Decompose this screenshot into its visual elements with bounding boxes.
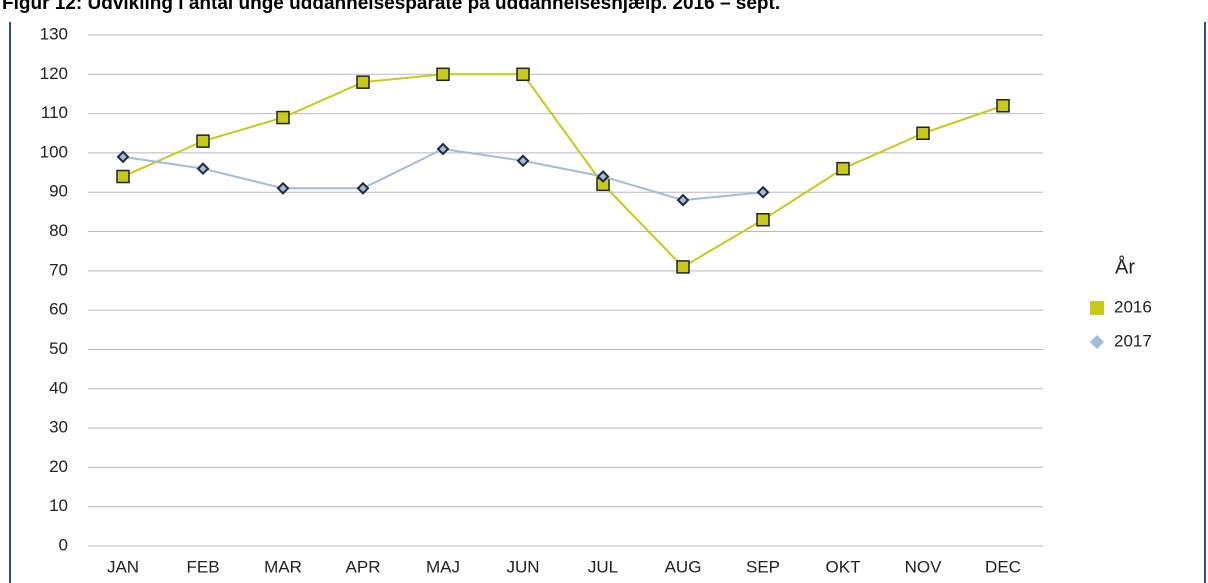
x-tick-label: JUL	[588, 557, 618, 576]
marker	[516, 67, 530, 82]
x-tick-label: JAN	[107, 557, 139, 576]
marker	[676, 193, 690, 207]
marker	[756, 212, 770, 227]
marker	[116, 150, 130, 164]
marker	[356, 181, 370, 195]
marker	[516, 154, 530, 168]
y-tick-label: 60	[49, 300, 68, 319]
series-line	[122, 73, 1004, 269]
x-tick-label: SEP	[746, 557, 780, 576]
x-tick-label: MAJ	[426, 557, 460, 576]
marker	[756, 185, 770, 199]
marker	[196, 134, 210, 148]
y-tick-label: 20	[49, 457, 68, 476]
marker	[276, 181, 290, 195]
y-tick-label: 90	[49, 182, 68, 201]
legend-swatch	[1090, 301, 1104, 315]
x-tick-label: NOV	[905, 557, 943, 576]
y-tick-label: 70	[49, 260, 68, 279]
marker	[116, 169, 130, 184]
x-tick-label: AUG	[665, 557, 702, 576]
y-tick-label: 10	[49, 496, 68, 515]
y-tick-label: 30	[49, 418, 68, 437]
legend-label: 2016	[1114, 297, 1152, 316]
y-tick-label: 0	[59, 535, 68, 554]
x-tick-label: JUN	[506, 557, 539, 576]
marker	[676, 260, 690, 274]
y-tick-label: 110	[41, 103, 68, 122]
y-tick-label: 100	[40, 142, 68, 161]
marker	[276, 110, 290, 125]
marker	[196, 162, 210, 176]
marker	[436, 67, 450, 82]
y-tick-label: 120	[40, 64, 68, 83]
y-tick-label: 50	[49, 339, 68, 358]
x-tick-label: FEB	[186, 557, 219, 576]
marker	[356, 75, 370, 89]
y-tick-label: 130	[40, 24, 68, 43]
x-tick-label: APR	[346, 557, 381, 576]
chart-title: Figur 12: Udvikling i antal unge uddanne…	[2, 0, 780, 14]
marker	[916, 126, 930, 141]
marker	[836, 161, 850, 176]
legend-swatch	[1090, 335, 1104, 349]
marker	[436, 142, 450, 156]
marker	[596, 170, 610, 183]
x-tick-label: MAR	[264, 557, 302, 576]
y-tick-label: 40	[49, 378, 68, 397]
marker	[996, 99, 1010, 113]
x-tick-label: DEC	[985, 557, 1021, 576]
x-tick-label: OKT	[826, 557, 861, 576]
y-tick-label: 80	[49, 221, 68, 240]
legend-label: 2017	[1114, 331, 1152, 350]
legend-title: År	[1115, 255, 1135, 278]
